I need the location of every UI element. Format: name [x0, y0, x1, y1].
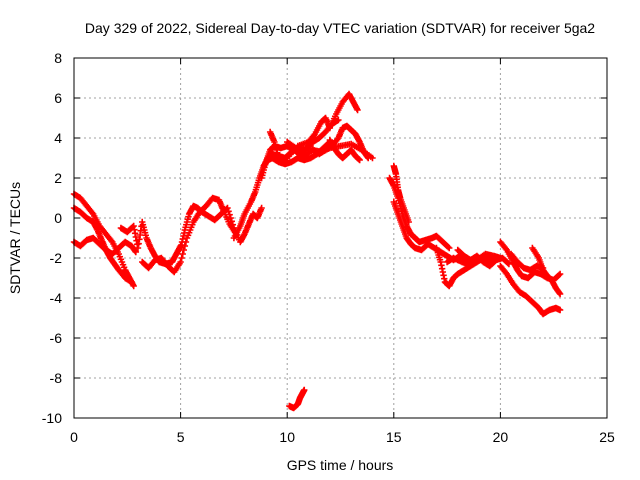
data-point [88, 209, 96, 216]
data-point [128, 278, 135, 286]
x-axis-label: GPS time / hours [287, 457, 394, 473]
data-point [365, 154, 372, 162]
x-tick-label: 10 [279, 429, 295, 445]
data-point [229, 221, 237, 228]
data-point [224, 204, 231, 212]
data-point [178, 254, 185, 262]
data-point [556, 270, 564, 278]
chart-title: Day 329 of 2022, Sidereal Day-to-day VTE… [85, 20, 595, 36]
data-point [225, 208, 232, 215]
data-point [301, 386, 308, 394]
y-tick-label: -2 [50, 250, 63, 266]
y-tick-label: 6 [54, 90, 62, 106]
data-point [405, 218, 412, 226]
data-point [446, 244, 453, 252]
data-point [228, 218, 235, 225]
data-point [258, 204, 265, 212]
data-point [108, 237, 115, 244]
data-point [226, 211, 233, 218]
axis-ticks: 0 5 10 15 20 25 -10 -8 -6 -4 -2 0 2 4 6 8 [42, 50, 615, 445]
data-series-track-j [266, 90, 361, 162]
y-tick-label: 8 [54, 50, 62, 66]
data-point [444, 243, 452, 251]
data-point [504, 259, 512, 267]
data-point [310, 132, 318, 139]
data-point [335, 116, 342, 124]
data-series-track-n [286, 386, 308, 412]
y-tick-label: 0 [54, 210, 62, 226]
y-tick-label: 4 [54, 130, 62, 146]
y-tick-label: -6 [50, 330, 63, 346]
data-point [555, 271, 563, 279]
y-axis-label: SDTVAR / TECUs [7, 182, 23, 294]
data-point [502, 245, 509, 252]
y-tick-label: -8 [50, 370, 63, 386]
x-tick-label: 15 [386, 429, 402, 445]
data-series-track-t [443, 250, 504, 268]
y-tick-label: -10 [42, 410, 62, 426]
x-tick-label: 5 [177, 429, 185, 445]
data-point [132, 248, 140, 256]
data-point [497, 254, 504, 262]
data-point [227, 214, 234, 222]
data-point [556, 290, 564, 298]
plot-frame [73, 57, 608, 419]
data-series-track-x [507, 250, 547, 274]
data-point [130, 282, 137, 290]
data-point [539, 264, 547, 272]
data-point [556, 306, 564, 314]
data-series-track-f [177, 202, 265, 252]
data-points [70, 90, 564, 412]
data-series-track-m [326, 136, 363, 164]
data-point [181, 242, 189, 250]
y-tick-label: -4 [50, 290, 63, 306]
data-point [177, 258, 184, 266]
y-tick-label: 2 [54, 170, 62, 186]
x-tick-label: 25 [599, 429, 615, 445]
x-tick-label: 20 [493, 429, 509, 445]
x-tick-label: 0 [70, 429, 78, 445]
data-series-track-q [390, 162, 412, 226]
data-series-track-v [497, 262, 564, 318]
data-point [354, 106, 361, 114]
data-point [356, 156, 363, 164]
data-point [179, 250, 186, 258]
data-series-track-e [139, 194, 240, 276]
